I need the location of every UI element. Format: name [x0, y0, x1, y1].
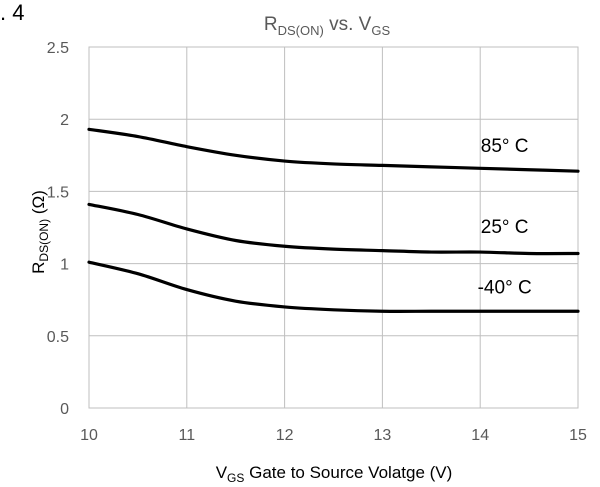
ylabel-main-sub: DS(ON): [37, 219, 51, 262]
y-tick-label: 1.5: [47, 184, 69, 201]
y-tick-label: 2: [60, 112, 69, 129]
title-mid: vs. V: [324, 14, 372, 35]
x-tick-label: 15: [569, 427, 587, 444]
xlabel-rest: Gate to Source Volatge (V): [244, 463, 452, 482]
title-main-sub: DS(ON): [278, 23, 324, 38]
axis-layer: 10 11 12 13 14 15 0 0.5 1 1.5 2 2.5: [47, 40, 587, 444]
series-label-2: -40° C: [478, 278, 532, 299]
y-axis-title: RDS(ON) (Ω): [29, 190, 51, 274]
figure-label: . 4: [0, 0, 24, 25]
series-line-1: [87, 202, 580, 256]
title-main: R: [264, 14, 278, 35]
x-tick-label: 12: [276, 427, 294, 444]
series-line-2: [87, 260, 580, 313]
x-tick-label: 11: [178, 427, 195, 444]
series-label-layer: 85° C 25° C -40° C: [478, 136, 532, 299]
series-line-0: [87, 127, 580, 173]
ylabel-rest: (Ω): [29, 190, 48, 219]
x-tick-label: 14: [471, 427, 489, 444]
x-tick-label: 10: [80, 427, 98, 444]
xlabel-main-sub: GS: [227, 471, 244, 485]
title-mid-sub: GS: [371, 23, 390, 38]
chart-title: RDS(ON) vs. VGS: [264, 14, 391, 38]
x-axis-title: VGS Gate to Source Volatge (V): [216, 463, 453, 485]
y-tick-label: 2.5: [47, 40, 69, 57]
y-tick-label: 0.5: [47, 329, 69, 346]
grid-layer: [88, 46, 579, 409]
series-label-1: 25° C: [481, 217, 529, 238]
y-tick-label: 1: [60, 257, 69, 274]
series-label-0: 85° C: [481, 136, 529, 157]
ylabel-main: R: [29, 262, 48, 274]
x-tick-label: 13: [374, 427, 392, 444]
xlabel-main: V: [216, 463, 228, 482]
y-tick-label: 0: [60, 401, 69, 418]
series-layer: [87, 127, 580, 313]
